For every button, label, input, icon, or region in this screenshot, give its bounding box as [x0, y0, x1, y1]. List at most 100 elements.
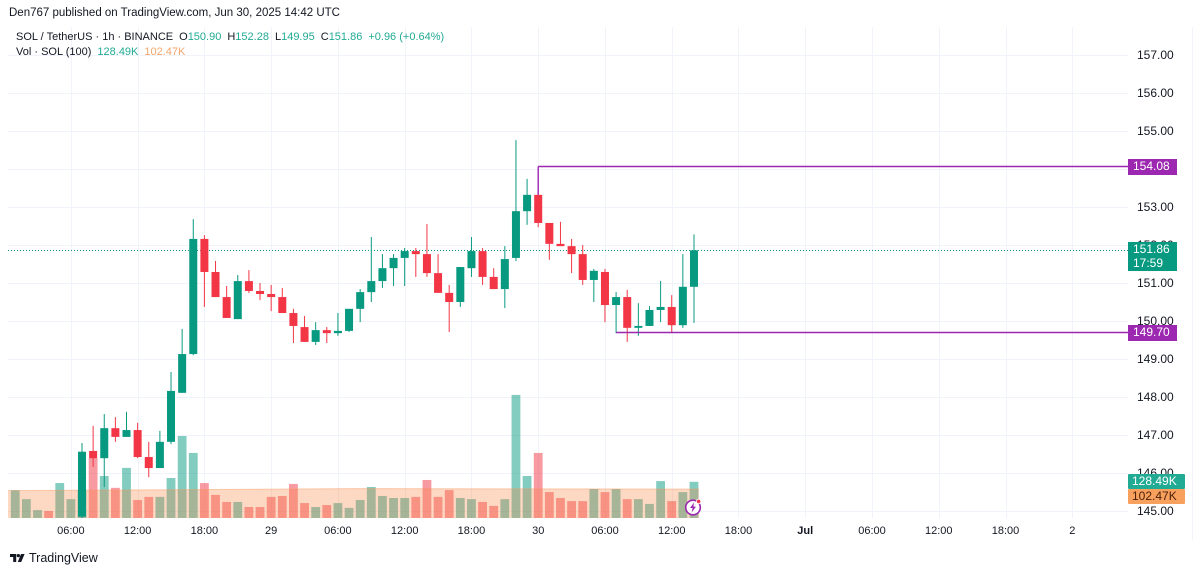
volume-bar [188, 452, 198, 518]
candle [133, 422, 142, 459]
lightning-bolt-icon[interactable] [684, 498, 702, 516]
time-axis-label: 18:00 [724, 525, 753, 537]
volume-bar [444, 490, 454, 518]
volume-bar [244, 507, 254, 518]
volume-bar [199, 483, 209, 518]
time-axis-label: 06:00 [324, 525, 352, 537]
volume-bar [355, 499, 365, 518]
candle [467, 237, 476, 277]
legend-volume-row[interactable]: Vol · SOL (100) 128.49K 102.47K [16, 45, 450, 60]
time-axis-label: 2 [1069, 525, 1076, 537]
time-axis-label: 12:00 [390, 525, 419, 537]
tradingview-logo-icon [10, 554, 25, 562]
candle [400, 248, 409, 287]
time-axis-label: 18:00 [190, 525, 219, 537]
volume-bar [311, 507, 321, 518]
volume-bar [378, 496, 387, 518]
volume-bar [667, 501, 677, 518]
candle [278, 287, 287, 314]
legend-volume-value: 128.49K [97, 46, 139, 58]
publish-header: Den767 published on TradingView.com, Jun… [9, 7, 340, 19]
drawing-price-label: 154.08 [1128, 158, 1177, 175]
volume-bar [511, 394, 521, 518]
volume-bar [600, 492, 610, 518]
time-axis-label: 18:00 [457, 525, 486, 537]
time-axis-label: 12:00 [925, 525, 953, 537]
legend-open-value: 150.90 [187, 31, 222, 43]
candle [411, 248, 420, 277]
tradingview-logo-text: TradingView [29, 551, 98, 565]
candle [456, 267, 465, 307]
volume-axis-label: 128.49K [1128, 474, 1185, 489]
volume-bar [211, 494, 220, 518]
volume-bar [289, 483, 298, 518]
volume-bar [500, 499, 510, 518]
volume-bar [556, 498, 565, 518]
volume-bar [88, 458, 98, 518]
volume-bar [122, 467, 131, 518]
candle [678, 254, 687, 328]
volume-bar [233, 501, 243, 518]
candle [189, 219, 198, 356]
time-axis-label: Jul [797, 525, 814, 537]
legend-series-row[interactable]: SOL / TetherUS · 1h · BINANCE O150.90 H1… [16, 30, 450, 45]
candle [667, 295, 676, 334]
candle [689, 234, 698, 323]
candle [78, 442, 86, 518]
price-axis-label: 157.00 [1137, 48, 1174, 62]
volume-ma-axis-label: 102.47K [1128, 489, 1185, 504]
candle [378, 254, 387, 288]
volume-bar [300, 503, 309, 518]
candle [511, 140, 520, 261]
volume-bar [578, 501, 588, 518]
candle [111, 417, 120, 442]
candle [100, 414, 109, 488]
candle [578, 245, 587, 285]
legend-high-value: 152.28 [235, 31, 269, 43]
chart-pane[interactable] [8, 27, 1193, 540]
volume-bar [544, 492, 554, 518]
time-axis-label: 12:00 [657, 525, 686, 537]
price-axis-label: 151.00 [1137, 276, 1174, 290]
drawing-price-label: 149.70 [1128, 324, 1177, 341]
time-axis-label: 06:00 [858, 525, 886, 537]
candle [567, 238, 576, 274]
candle [178, 328, 187, 393]
volume-bar [66, 499, 76, 518]
candle [211, 260, 220, 298]
volume-ma-area [8, 488, 699, 518]
volume-bar [678, 492, 688, 518]
candle [500, 246, 509, 309]
candle [155, 430, 164, 469]
time-axis-label: 06:00 [591, 525, 619, 537]
volume-bar [110, 487, 120, 518]
volume-bar [99, 476, 109, 518]
candle [645, 306, 654, 326]
current-price-label: 151.86 17:59 [1128, 242, 1177, 272]
price-axis-label: 147.00 [1137, 428, 1174, 442]
price-axis-label: 149.00 [1137, 352, 1174, 366]
volume-bar [656, 481, 666, 518]
candle [356, 289, 365, 323]
volume-bars [10, 394, 699, 518]
time-axis-label: 06:00 [57, 525, 85, 537]
volume-bar [433, 496, 443, 518]
candles [78, 140, 698, 518]
legend-low-value: 149.95 [281, 31, 315, 43]
candle [489, 268, 498, 290]
volume-bar [277, 496, 287, 518]
volume-bar [489, 505, 499, 518]
legend-change: +0.96 (+0.64%) [368, 31, 445, 43]
volume-bar [622, 499, 632, 518]
tradingview-logo-link[interactable]: TradingView [10, 550, 98, 566]
candle [600, 268, 609, 323]
bar-countdown: 17:59 [1133, 255, 1164, 270]
volume-bar [266, 496, 276, 518]
candle [656, 281, 665, 323]
candle [634, 303, 643, 336]
candle [322, 327, 331, 344]
candle [434, 254, 443, 293]
price-axis-label: 153.00 [1137, 200, 1174, 214]
